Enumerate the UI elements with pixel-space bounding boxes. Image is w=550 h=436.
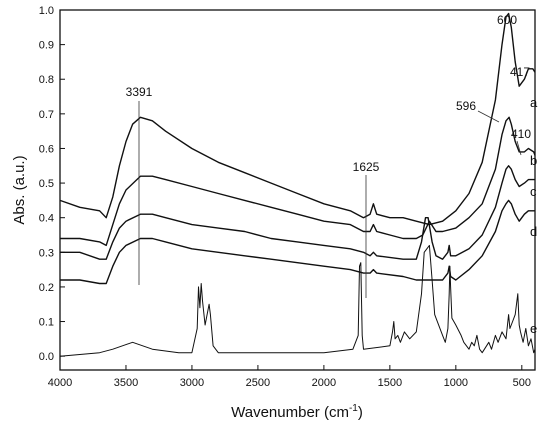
y-tick-label: 0.0 — [39, 351, 54, 363]
x-axis-title-superscript: -1 — [349, 403, 358, 414]
y-tick-label: 0.3 — [39, 247, 54, 259]
series-label-a: a — [530, 95, 538, 110]
x-axis-ticks: 4000 3500 3000 2500 2000 1500 1000 500 — [48, 365, 531, 389]
y-tick-label: 0.1 — [39, 317, 54, 329]
annotation-417: 417 — [510, 65, 530, 79]
y-axis-ticks: 0.0 0.1 0.2 0.3 0.4 0.5 0.6 0.7 0.8 0.9 1.0 — [39, 5, 65, 363]
x-tick-label: 3500 — [114, 377, 138, 389]
y-tick-label: 1.0 — [39, 5, 54, 17]
series-label-e: e — [530, 321, 537, 336]
y-tick-label: 0.4 — [39, 213, 54, 225]
series-label-b: b — [530, 153, 537, 168]
series-line-b — [60, 116, 536, 247]
annotation-410: 410 — [511, 127, 531, 141]
annotation-line-410 — [516, 140, 522, 156]
x-axis-title: Wavenumber (cm-1) — [231, 403, 363, 421]
x-axis-title-main: Wavenumber (cm — [231, 404, 349, 421]
series-labels: a b c d e — [530, 95, 538, 336]
annotation-1625: 1625 — [353, 160, 380, 174]
series-line-e — [59, 244, 536, 357]
series-label-d: d — [530, 224, 537, 239]
x-tick-label: 1000 — [444, 377, 468, 389]
x-tick-label: 3000 — [180, 377, 204, 389]
y-tick-label: 0.8 — [39, 74, 54, 86]
y-tick-label: 0.7 — [39, 109, 54, 121]
series-line-c — [60, 165, 535, 260]
y-tick-label: 0.2 — [39, 282, 54, 294]
y-tick-label: 0.5 — [39, 178, 54, 190]
annotation-596: 596 — [456, 99, 476, 113]
x-tick-label: 1500 — [378, 377, 402, 389]
annotation-3391: 3391 — [126, 85, 153, 99]
annotation-line-596 — [477, 110, 500, 123]
plot-frame — [59, 9, 536, 371]
y-axis-title: Abs. (a.u.) — [11, 155, 28, 224]
x-axis-title-close: ) — [358, 404, 363, 421]
series-lines — [59, 12, 536, 357]
annotation-600: 600 — [497, 13, 517, 27]
y-tick-label: 0.6 — [39, 143, 54, 155]
x-tick-label: 2000 — [312, 377, 336, 389]
peak-annotations: 3391 1625 600 417 596 410 — [126, 13, 531, 298]
series-line-a — [59, 12, 536, 226]
x-tick-label: 4000 — [48, 377, 72, 389]
x-tick-label: 2500 — [246, 377, 270, 389]
x-tick-label: 500 — [513, 377, 531, 389]
y-tick-label: 0.9 — [39, 40, 54, 52]
series-line-d — [60, 199, 535, 285]
series-label-c: c — [530, 184, 537, 199]
